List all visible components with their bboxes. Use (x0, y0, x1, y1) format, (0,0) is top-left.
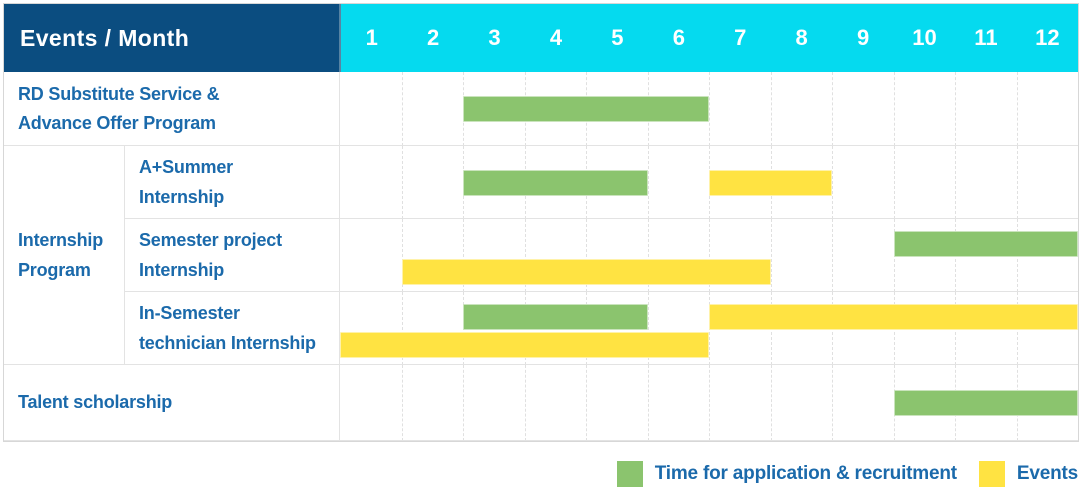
legend-label: Events (1016, 463, 1078, 484)
row-label: RD Substitute Service & Advance Offer Pr… (18, 83, 220, 133)
events-bar (340, 331, 709, 358)
events-bar (401, 258, 771, 285)
row-divider (124, 291, 1078, 292)
gantt-row-1: RD Substitute Service & Advance Offer Pr… (4, 72, 1078, 146)
month-header-4: 4 (549, 25, 563, 50)
month-gridline (955, 72, 956, 146)
month-gridline (832, 146, 833, 219)
application-recruitment-bar (893, 390, 1078, 416)
row-timeline (339, 365, 1078, 441)
row-timeline (339, 146, 1078, 219)
month-gridline (1016, 72, 1018, 146)
month-gridline (893, 72, 895, 146)
month-header-1: 1 (365, 25, 378, 50)
application-recruitment-bar (463, 303, 648, 330)
month-header-2: 2 (427, 25, 440, 50)
month-header-11: 11 (974, 25, 998, 50)
month-gridline (647, 146, 649, 219)
legend: Time for application & recruitment Events (616, 461, 1078, 487)
month-gridline (586, 365, 587, 441)
month-gridline (770, 72, 772, 146)
row-divider (4, 364, 1078, 365)
month-gridline (401, 72, 403, 146)
month-gridline (832, 72, 833, 146)
month-gridline (401, 219, 403, 292)
month-gridline (1016, 146, 1018, 219)
month-gridline (463, 219, 464, 292)
row-label: In-Semester technician Internship (124, 292, 339, 365)
month-header-9: 9 (856, 25, 870, 50)
month-header-12: 12 (1035, 25, 1060, 50)
legend-item: Events (978, 461, 1078, 487)
month-header-6: 6 (672, 25, 685, 50)
month-gridline (893, 146, 895, 219)
events-month-header-cell: Events / Month (4, 4, 339, 72)
row-label: Talent scholarship (18, 392, 173, 413)
application-recruitment-bar (463, 96, 709, 122)
legend-swatch (978, 461, 1005, 487)
month-gridline (955, 146, 956, 219)
month-gridline (401, 365, 403, 441)
row-label: A+Summer Internship (124, 146, 339, 219)
row-divider (4, 145, 1078, 146)
gantt-row-2: A+Summer Internship (4, 146, 1078, 219)
gantt-row-3: Semester project Internship (4, 219, 1078, 292)
month-header-cells: 1 2 3 4 5 6 7 8 9 10 11 12 (339, 4, 1078, 72)
group-label: Internship Program (18, 230, 104, 280)
row-divider (124, 218, 1078, 219)
month-header-10: 10 (912, 25, 937, 50)
month-gridline (832, 365, 833, 441)
row-divider (4, 440, 1078, 441)
month-header-7: 7 (734, 25, 747, 50)
month-gridline (586, 219, 587, 292)
month-gridline (401, 292, 403, 365)
legend-swatch (616, 461, 643, 487)
row-timeline (339, 292, 1078, 365)
month-gridline (647, 292, 649, 365)
table-body: RD Substitute Service & Advance Offer Pr… (4, 72, 1078, 441)
month-gridline (524, 365, 526, 441)
month-gridline (647, 365, 649, 441)
month-header-8: 8 (795, 25, 808, 50)
month-header-5: 5 (611, 25, 624, 50)
month-gridline (524, 219, 526, 292)
gantt-row-4: In-Semester technician Internship (4, 292, 1078, 365)
application-recruitment-bar (463, 169, 648, 196)
row-timeline (339, 72, 1078, 146)
events-bar (709, 169, 832, 196)
month-gridline (401, 146, 403, 219)
month-gridline (770, 219, 772, 292)
month-gridline (463, 365, 464, 441)
application-recruitment-bar (893, 230, 1078, 257)
month-gridline (647, 219, 649, 292)
month-gridline (770, 365, 772, 441)
month-gridline (709, 365, 710, 441)
month-gridline (709, 219, 710, 292)
gantt-row-5: Talent scholarship (4, 365, 1078, 441)
row-timeline (339, 219, 1078, 292)
events-bar (709, 303, 1078, 330)
month-gridline (832, 219, 833, 292)
legend-item: Time for application & recruitment (616, 461, 957, 487)
row-label: Semester project Internship (124, 219, 339, 292)
month-gridline (709, 72, 710, 146)
legend-label: Time for application & recruitment (654, 463, 957, 484)
month-header-3: 3 (488, 25, 501, 50)
events-month-table: Events / Month 1 2 3 4 5 6 7 8 9 10 11 12 RD Substi… (3, 3, 1079, 442)
table-header-row: Events / Month 1 2 3 4 5 6 7 8 9 10 11 12 (4, 4, 1078, 72)
